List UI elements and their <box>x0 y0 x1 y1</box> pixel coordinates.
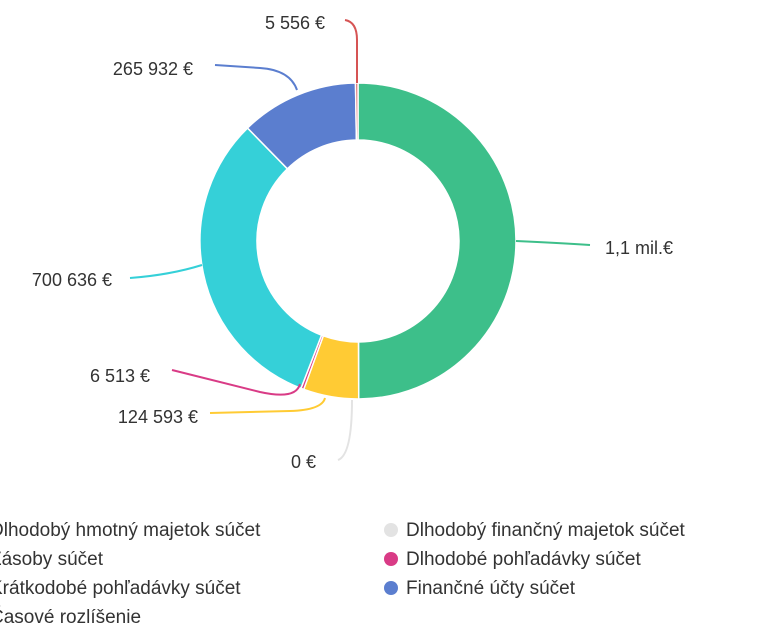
slice <box>199 126 323 390</box>
legend-label: Finančné účty súčet <box>406 578 576 599</box>
legend-label: Dlhodobé pohľadávky súčet <box>406 549 641 570</box>
leader-line <box>171 369 301 396</box>
legend-label: Zásoby súčet <box>0 549 104 570</box>
data-label: 700 636 € <box>32 270 112 290</box>
legend-label: Dlhodobý hmotný majetok súčet <box>0 520 261 541</box>
data-label: 0 € <box>291 452 316 472</box>
leader-line <box>129 264 203 279</box>
slice <box>354 82 359 141</box>
legend-label: Krátkodobé pohľadávky súčet <box>0 578 241 599</box>
leader-line <box>214 64 298 91</box>
legend-marker <box>384 552 398 566</box>
legend-marker <box>384 581 398 595</box>
legend-label: Dlhodobý finančný majetok súčet <box>406 520 686 541</box>
leader-line <box>209 397 326 414</box>
leader-line <box>337 399 353 461</box>
leader-line <box>344 19 358 83</box>
leader-line <box>515 240 591 246</box>
data-label: 1,1 mil.€ <box>605 238 673 258</box>
data-label: 6 513 € <box>90 366 150 386</box>
legend-label: Časové rozlíšenie <box>0 606 141 628</box>
data-label: 265 932 € <box>113 59 193 79</box>
data-label: 5 556 € <box>265 13 325 33</box>
data-label: 124 593 € <box>118 407 198 427</box>
slice <box>357 82 517 400</box>
legend-marker <box>384 523 398 537</box>
